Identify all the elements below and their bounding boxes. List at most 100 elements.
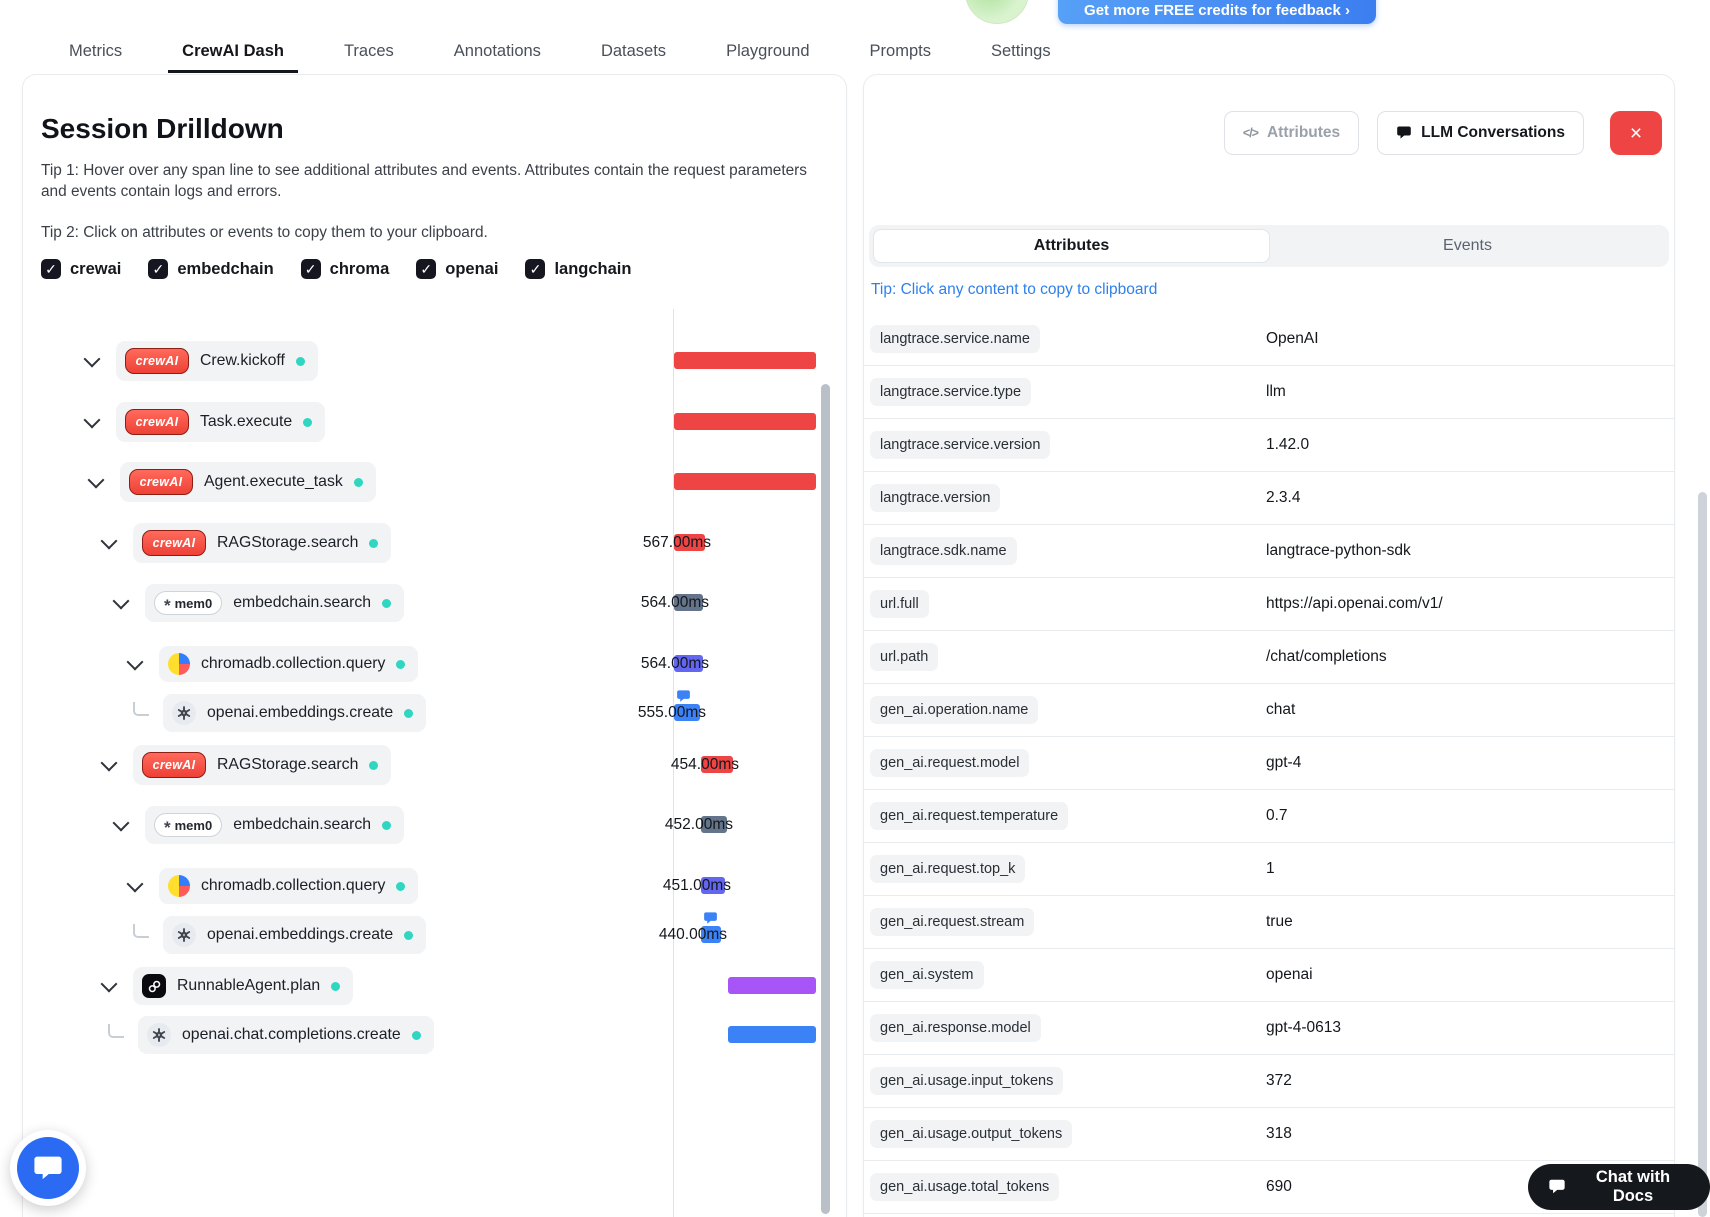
attribute-key[interactable]: url.path [870,643,939,671]
attributes-view-button[interactable]: </> Attributes [1223,111,1360,155]
attribute-value[interactable]: langtrace-python-sdk [1266,542,1411,559]
attribute-key[interactable]: gen_ai.system [870,961,984,989]
span-label-pill[interactable]: crewAI RAGStorage.search [133,523,392,563]
chevron-down-icon[interactable] [100,532,118,549]
attribute-value[interactable]: 2.3.4 [1266,489,1301,506]
span-duration-bar[interactable] [674,594,703,611]
credits-button[interactable]: Get more FREE credits for feedback › [1058,0,1376,24]
checkbox-icon[interactable]: ✓ [41,259,61,279]
span-label-pill[interactable]: openai.chat.completions.create [138,1016,434,1054]
attribute-key[interactable]: langtrace.version [870,484,1001,512]
tab-crewai-dash[interactable]: CrewAI Dash [168,42,298,73]
attribute-value[interactable]: 1.42.0 [1266,436,1310,453]
attribute-value[interactable]: /chat/completions [1266,648,1387,665]
attribute-key[interactable]: gen_ai.usage.input_tokens [870,1067,1064,1095]
attribute-key[interactable]: langtrace.service.version [870,431,1051,459]
chevron-down-icon[interactable] [126,875,144,892]
span-duration-bar[interactable] [728,977,816,994]
attribute-value[interactable]: gpt-4 [1266,754,1302,771]
span-label-pill[interactable]: chromadb.collection.query [159,868,419,904]
chat-with-docs-button[interactable]: Chat with Docs [1528,1164,1710,1210]
span-label-pill[interactable]: chromadb.collection.query [159,646,419,682]
span-duration-bar[interactable] [701,877,725,894]
attribute-value[interactable]: 372 [1266,1072,1292,1089]
chevron-down-icon[interactable] [83,350,101,367]
attribute-key[interactable]: gen_ai.request.model [870,749,1030,777]
tab-datasets[interactable]: Datasets [600,42,667,60]
checkbox-icon[interactable]: ✓ [148,259,169,279]
filter-embedchain[interactable]: ✓ embedchain [148,259,274,279]
attribute-value[interactable]: 0.7 [1266,807,1288,824]
attribute-value[interactable]: chat [1266,701,1296,718]
attribute-value[interactable]: 1 [1266,860,1275,877]
attribute-value[interactable]: llm [1266,383,1286,400]
tab-traces[interactable]: Traces [343,42,394,60]
span-label-pill[interactable]: openai.embeddings.create [163,694,427,732]
span-label-pill[interactable]: crewAI Crew.kickoff [116,341,318,381]
filter-chroma[interactable]: ✓ chroma [300,259,389,279]
chevron-down-icon[interactable] [112,814,130,831]
checkbox-icon[interactable]: ✓ [525,259,546,279]
checkbox-icon[interactable]: ✓ [416,259,437,279]
attribute-key[interactable]: gen_ai.usage.total_tokens [870,1173,1060,1201]
tab-settings[interactable]: Settings [990,42,1051,60]
span-duration-bar[interactable] [674,655,703,672]
tab-prompts[interactable]: Prompts [869,42,931,60]
attribute-key[interactable]: gen_ai.usage.output_tokens [870,1120,1073,1148]
attribute-value[interactable]: true [1266,913,1293,930]
page-scrollbar[interactable] [1698,492,1707,1217]
attribute-key[interactable]: langtrace.service.type [870,378,1032,406]
attribute-key[interactable]: gen_ai.request.top_k [870,855,1026,883]
inspector-tab-events[interactable]: Events [1443,237,1492,254]
chevron-down-icon[interactable] [83,411,101,428]
tab-playground[interactable]: Playground [726,42,810,60]
filter-openai[interactable]: ✓ openai [416,259,498,279]
span-duration-bar[interactable] [701,926,721,943]
attribute-key[interactable]: gen_ai.response.model [870,1014,1041,1042]
chevron-down-icon[interactable] [100,754,118,771]
span-duration-label: 451.00ms [662,877,731,894]
inspector-tab-attributes[interactable]: Attributes [873,229,1270,263]
span-duration-bar[interactable] [674,473,816,490]
span-duration-bar[interactable] [701,756,733,773]
span-label-pill[interactable]: crewAI RAGStorage.search [133,745,392,785]
llm-conversations-button[interactable]: LLM Conversations [1377,111,1584,155]
span-label-pill[interactable]: RunnableAgent.plan [133,967,354,1005]
attribute-value[interactable]: https://api.openai.com/v1/ [1266,595,1443,612]
attribute-value[interactable]: OpenAI [1266,330,1319,347]
span-label-pill[interactable]: openai.embeddings.create [163,916,427,954]
checkbox-icon[interactable]: ✓ [300,259,321,279]
chevron-down-icon[interactable] [100,975,118,992]
chat-widget-button[interactable] [10,1130,86,1206]
filter-crewai[interactable]: ✓ crewai [41,259,121,279]
avatar[interactable] [965,0,1029,24]
span-duration-bar[interactable] [728,1026,816,1043]
chevron-down-icon[interactable] [87,471,105,488]
attribute-key[interactable]: gen_ai.operation.name [870,696,1039,724]
span-duration-bar[interactable] [674,413,816,430]
close-button[interactable]: × [1610,111,1662,155]
chevron-down-icon[interactable] [112,592,130,609]
attribute-key[interactable]: langtrace.service.name [870,325,1040,353]
span-label-pill[interactable]: * mem0 embedchain.search [145,584,405,622]
span-duration-bar[interactable] [701,816,727,833]
attribute-value[interactable]: 690 [1266,1178,1292,1195]
attribute-key[interactable]: gen_ai.request.temperature [870,802,1069,830]
tab-annotations[interactable]: Annotations [453,42,541,60]
span-duration-bar[interactable] [674,704,700,721]
span-duration-bar[interactable] [674,534,705,551]
chevron-down-icon[interactable] [126,653,144,670]
tab-metrics[interactable]: Metrics [69,42,123,60]
attribute-value[interactable]: gpt-4-0613 [1266,1019,1341,1036]
attribute-key[interactable]: gen_ai.request.stream [870,908,1035,936]
attribute-key[interactable]: langtrace.sdk.name [870,537,1017,565]
attribute-value[interactable]: 318 [1266,1125,1292,1142]
attribute-value[interactable]: openai [1266,966,1313,983]
span-label-pill[interactable]: crewAI Task.execute [116,402,326,442]
tree-scrollbar[interactable] [821,384,830,1214]
span-label-pill[interactable]: * mem0 embedchain.search [145,806,405,844]
filter-langchain[interactable]: ✓ langchain [525,259,631,279]
span-label-pill[interactable]: crewAI Agent.execute_task [120,462,376,502]
span-duration-bar[interactable] [674,352,816,369]
attribute-key[interactable]: url.full [870,590,929,618]
